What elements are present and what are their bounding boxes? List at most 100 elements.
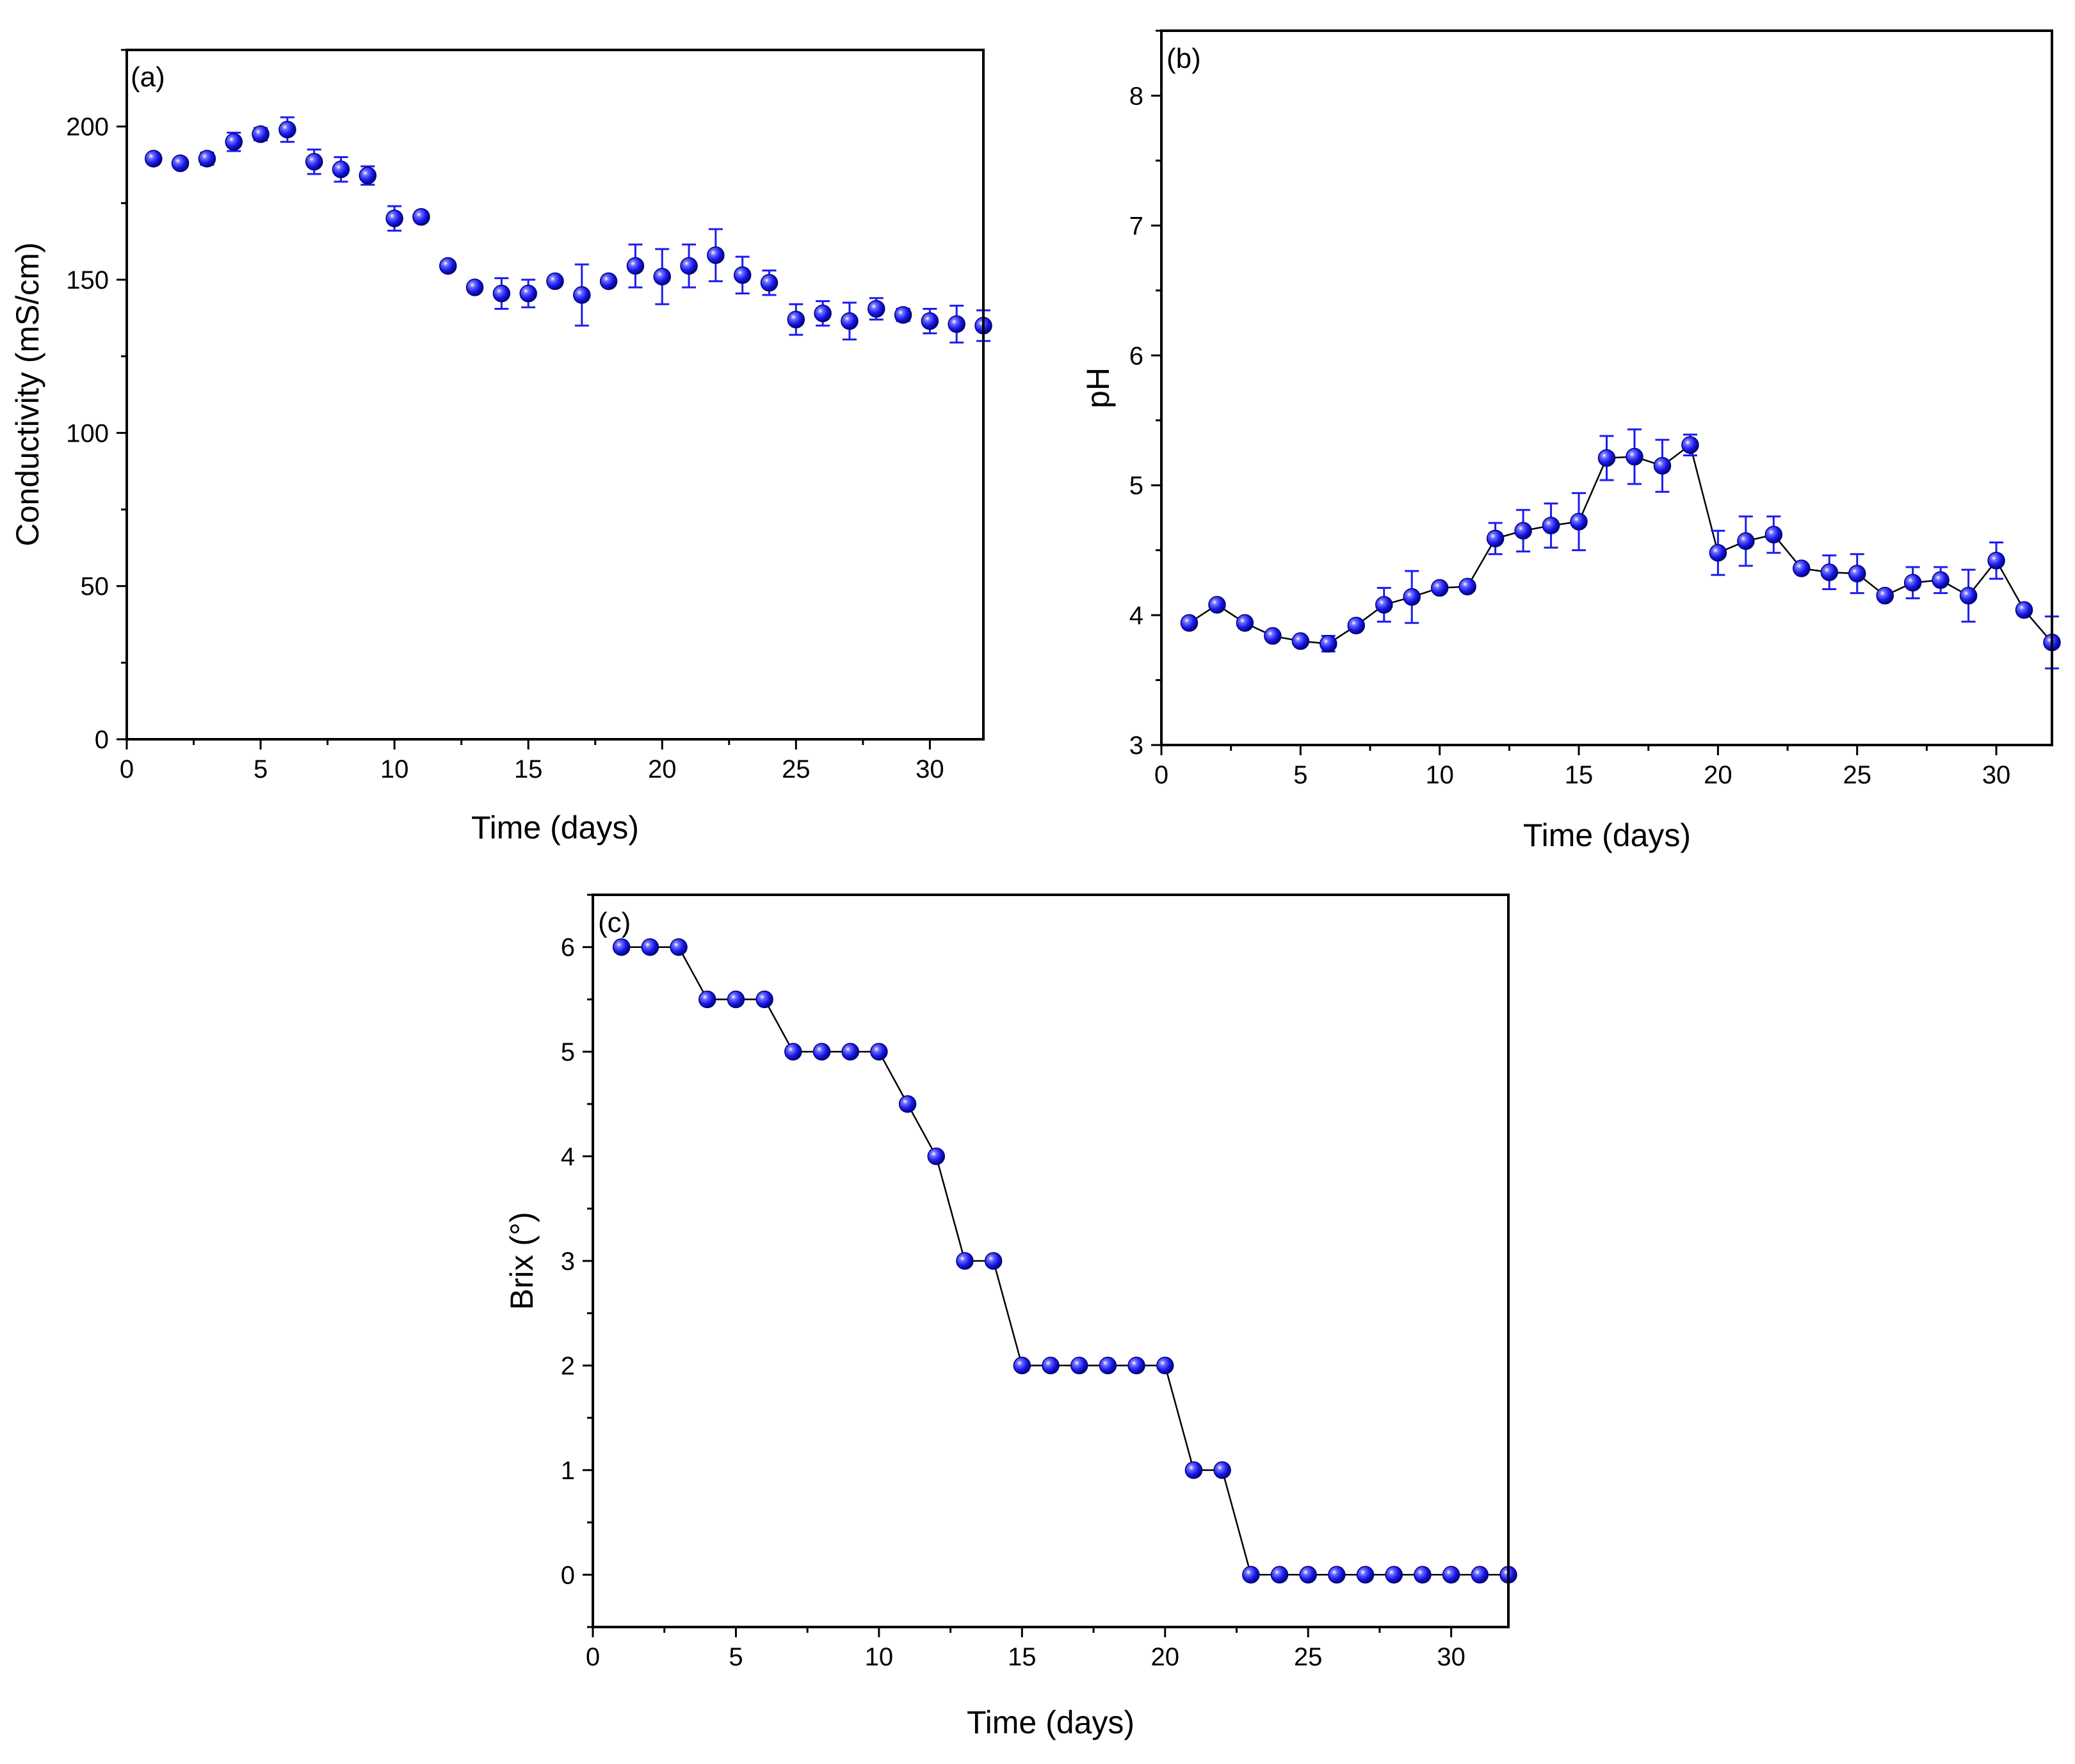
panel-a-label: (a)	[131, 61, 165, 93]
panel-c-data-point	[1299, 1566, 1317, 1584]
panel-a-axes: 0 5 10 15 20 25 30 0 50 100 150 200	[66, 49, 944, 783]
panel-c-label: (c)	[598, 907, 631, 938]
panel-b-data-point	[1848, 565, 1866, 582]
panel-c-data-point	[870, 1043, 888, 1061]
panel-c-data-point	[727, 990, 745, 1009]
panel-a-data-point	[868, 300, 885, 318]
panel-b-data-point	[1653, 456, 1672, 475]
panel-a-data-point	[626, 257, 645, 275]
panel-b-x-tick-label: 10	[1425, 761, 1454, 789]
panel-c-data-point	[1070, 1356, 1088, 1375]
panel-b-x-tick-label: 25	[1843, 761, 1871, 789]
panel-c-data-point	[1414, 1566, 1432, 1584]
panel-b-y-tick-label: 5	[1129, 472, 1143, 500]
panel-b-data-point	[1764, 525, 1783, 544]
panel-b-data-point	[1597, 449, 1616, 467]
panel-a-data-point	[305, 152, 323, 171]
panel-a-x-axis-title: Time (days)	[471, 810, 639, 846]
panel-c-data-point	[956, 1252, 974, 1270]
panel-a-marks	[145, 116, 992, 344]
panel-a-data-point	[412, 208, 430, 226]
panel-b-data-point	[1458, 577, 1476, 596]
panel-b: 0 5 10 15 20 25 30 3 4 5 6 7 8 (b) Time (days) pH	[1080, 29, 2061, 853]
panel-b-y-tick-label: 6	[1129, 342, 1143, 370]
panel-b-data-point	[1959, 586, 1978, 605]
panel-c-axes: 0 5 10 15 20 25 30 0 1 2 3 4 5 6	[561, 894, 1465, 1671]
panel-b-data-point	[1180, 614, 1199, 632]
panel-a-data-point	[465, 278, 484, 296]
panel-a-x-tick-label: 25	[782, 755, 811, 783]
panel-a-y-axis-title: Conductivity (mS/cm)	[10, 242, 45, 546]
panel-a-data-point	[225, 132, 243, 151]
panel-b-series-line	[1188, 444, 2053, 645]
panel-a-y-tick-label: 0	[95, 726, 109, 754]
panel-a-plot-frame	[125, 49, 985, 741]
panel-c-y-axis-title: Brix (°)	[504, 1212, 540, 1310]
panel-c-data-point	[1156, 1356, 1174, 1375]
panel-b-data-point	[1542, 517, 1560, 534]
panel-c-x-tick-label: 0	[586, 1643, 600, 1671]
panel-c-data-point	[698, 990, 716, 1009]
panel-c-x-tick-label: 15	[1008, 1643, 1037, 1671]
panel-b-data-point	[1430, 579, 1449, 597]
panel-b-data-point	[1876, 586, 1894, 605]
panel-c-data-point	[755, 990, 773, 1009]
panel-b-data-point	[2015, 601, 2033, 619]
panel-a-data-point	[252, 125, 270, 143]
panel-b-label: (b)	[1167, 43, 1201, 74]
panel-a-x-tick-label: 20	[648, 755, 677, 783]
panel-b-x-tick-label: 30	[1982, 761, 2011, 789]
panel-c-data-point	[1213, 1461, 1231, 1479]
panel-c-x-tick-label: 10	[865, 1643, 894, 1671]
panel-c-data-point	[984, 1252, 1003, 1270]
panel-b-y-tick-label: 7	[1129, 212, 1143, 240]
panel-b-data-point	[1403, 588, 1421, 606]
panel-a-data-point	[492, 284, 511, 303]
panel-b-data-point	[1987, 552, 2005, 570]
panel-a-data-point	[385, 209, 403, 228]
panel-b-data-point	[1236, 614, 1254, 632]
panel-b-data-point	[1709, 543, 1727, 562]
panel-a-data-point	[145, 150, 163, 168]
panel-a-data-point	[787, 310, 805, 328]
panel-c-y-tick-label: 4	[561, 1143, 575, 1171]
panel-a-data-point	[599, 272, 618, 291]
panel-b-data-point	[1903, 573, 1922, 592]
panel-a-data-point	[841, 312, 859, 330]
panel-c-x-tick-label: 5	[729, 1643, 743, 1671]
panel-b-data-point	[1375, 596, 1393, 614]
panel-b-data-point	[1208, 596, 1226, 614]
panel-a-x-tick-label: 5	[254, 755, 268, 783]
panel-c-data-point	[898, 1095, 917, 1113]
panel-a-x-tick-label: 15	[514, 755, 543, 783]
panel-a-y-tick-label: 150	[66, 266, 109, 294]
panel-c-data-point	[1385, 1566, 1403, 1584]
panel-c-data-point	[1270, 1566, 1289, 1584]
panel-a-data-point	[171, 154, 190, 172]
panel-b-x-tick-label: 15	[1565, 761, 1594, 789]
panel-a-y-tick-label: 200	[66, 113, 109, 141]
panel-a-data-point	[894, 306, 912, 324]
panel-a-data-point	[279, 120, 296, 139]
panel-a-data-point	[439, 257, 457, 275]
panel-a-data-point	[680, 257, 698, 275]
panel-c-data-point	[1328, 1566, 1346, 1584]
panel-a-data-point	[814, 304, 832, 323]
panel-a-data-point	[948, 315, 965, 333]
panel-b-y-axis-title: pH	[1080, 367, 1116, 408]
panel-b-data-point	[1932, 571, 1950, 589]
panel-b-y-tick-label: 4	[1129, 602, 1143, 630]
panel-c-data-point	[1013, 1356, 1031, 1375]
panel-b-data-point	[1793, 559, 1811, 577]
panel-b-data-point	[1347, 616, 1366, 635]
panel-c-data-point	[1099, 1356, 1117, 1375]
panel-c-data-point	[641, 938, 659, 956]
panel-c-y-tick-label: 2	[561, 1352, 575, 1380]
panel-c-data-point	[1356, 1566, 1375, 1584]
panel-a-x-tick-label: 10	[380, 755, 409, 783]
panel-a-data-point	[707, 246, 725, 264]
panel-b-data-point	[1570, 513, 1588, 531]
panel-c-series-line	[621, 946, 1508, 1576]
